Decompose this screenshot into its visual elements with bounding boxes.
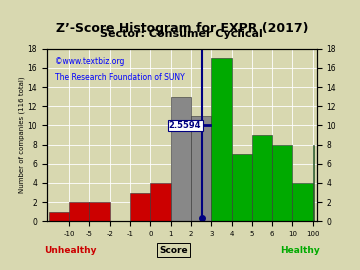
Text: Unhealthy: Unhealthy [44,246,96,255]
Text: Score: Score [159,246,188,255]
Title: Z’-Score Histogram for EXPR (2017): Z’-Score Histogram for EXPR (2017) [55,22,308,35]
Y-axis label: Number of companies (116 total): Number of companies (116 total) [18,77,25,193]
Bar [69,202,89,221]
Bar [191,116,211,221]
Bar [252,135,272,221]
Bar [130,193,150,221]
Text: 2.5594: 2.5594 [169,121,201,130]
Text: The Research Foundation of SUNY: The Research Foundation of SUNY [55,73,185,82]
Bar [49,212,69,221]
Bar [313,145,314,221]
Bar [211,58,231,221]
Bar [150,183,171,221]
Text: ©www.textbiz.org: ©www.textbiz.org [55,57,124,66]
Bar [272,145,292,221]
Text: Sector: Consumer Cyclical: Sector: Consumer Cyclical [100,29,263,39]
Bar [89,202,110,221]
Bar [231,154,252,221]
Text: Healthy: Healthy [280,246,320,255]
Bar [292,183,313,221]
Bar [171,97,191,221]
